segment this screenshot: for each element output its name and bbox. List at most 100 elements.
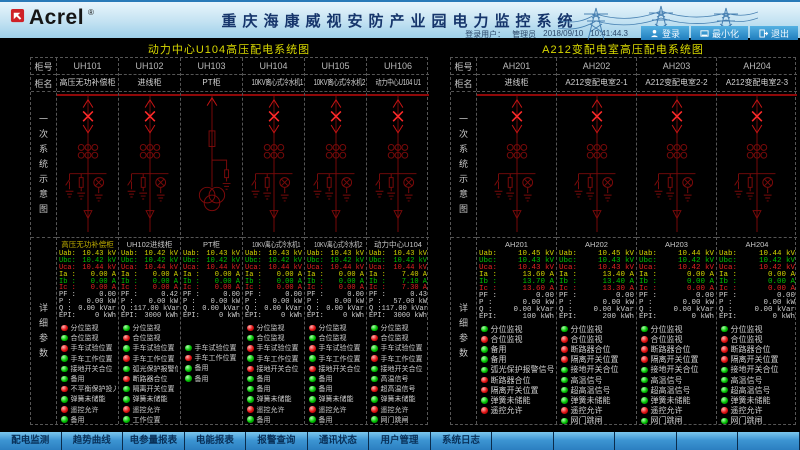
param-row: Ia : 0.00 A [245, 271, 302, 279]
nav-item [738, 432, 800, 450]
param-value: 10.43 kV [82, 250, 116, 258]
param-value: 10.43 kV [597, 257, 634, 265]
nav-item[interactable]: 通讯状态 [307, 432, 370, 450]
param-row: Ia : 0.00 A [59, 271, 116, 279]
status-item: 备用 [479, 344, 554, 354]
param-label: Uca: [639, 264, 658, 272]
param-label: Ic : [183, 284, 200, 293]
cabinet-column[interactable]: AH202 A212变配电室2-1 AH202 Uab: 10.45 kV Ub… [557, 58, 637, 424]
param-value: 10.43 kV [206, 250, 240, 258]
status-label: 备用 [70, 375, 85, 383]
nav-item[interactable]: 电能报表 [184, 432, 247, 450]
led-indicator [123, 385, 130, 393]
param-label: P : [479, 299, 493, 307]
status-label: 遥控允许 [132, 406, 161, 414]
cabinet-column[interactable]: UH103 PT柜 PT柜 Uab: 10.43 kV Ubc: 10.42 k… [181, 58, 243, 424]
param-label: EPI: [369, 312, 386, 321]
exit-button[interactable]: 退出 [749, 26, 798, 40]
param-row: Ia : 0.00 A [719, 271, 795, 279]
led-indicator [561, 386, 568, 394]
panel-title: A212变配电室高压配电系统图 [542, 44, 704, 56]
param-row: Ic : 0.00 A [121, 285, 178, 292]
param-row: Ic : 0.00 A [59, 285, 116, 292]
row-label-name: 柜名 [451, 75, 476, 92]
param-row: Ia : 0.00 A [183, 271, 240, 279]
param-label: Uab: [479, 250, 498, 258]
led-indicator [641, 356, 648, 363]
status-item: 接地开关合位 [559, 365, 634, 375]
param-label: P : [59, 298, 72, 307]
status-item: 手车试验位置 [183, 343, 240, 353]
status-label: 断路器合位 [570, 344, 611, 354]
param-label: Ic : [559, 285, 578, 293]
nav-item[interactable]: 趋势曲线 [61, 432, 124, 450]
cabinet-params: AH203 Uab: 10.44 kV Ubc: 10.42 kV Uca: 1… [637, 238, 716, 424]
param-label: P : [369, 298, 382, 307]
minimize-button[interactable]: 最小化 [690, 26, 748, 40]
status-label: 手车工作位置 [380, 355, 423, 363]
param-row: PF : 0.00 [59, 292, 116, 299]
param-value: 200 kWh [602, 313, 634, 321]
nav-label: 报警查询 [257, 435, 296, 446]
param-label: EPI: [719, 313, 738, 321]
cabinet-id: UH105 [305, 58, 366, 75]
cabinet-column[interactable]: UH106 动力中心U104 U1 动力中心U104 Uab: 10.43 kV… [367, 58, 429, 424]
cabinet-column[interactable]: UH102 进线柜 UH102进线柜 Uab: 10.42 kV Ubc: 10… [119, 58, 181, 424]
led-indicator [61, 396, 68, 403]
param-row: Ia : 7.40 A [369, 271, 427, 279]
led-indicator [641, 397, 648, 404]
cabinet-column[interactable]: UH104 10KV离心式冷水机1 10KV离心式冷水机1 Uab: 10.43… [243, 58, 305, 424]
status-item: 手车试验位置 [245, 343, 302, 353]
cabinet-column[interactable]: UH105 10KV离心式冷水机2 10KV离心式冷水机2 Uab: 10.43… [305, 58, 367, 424]
status-item: 网门跳闸 [639, 416, 714, 424]
params-list: Uab: 10.44 kV Ubc: 10.42 kV Uca: 10.42 k… [639, 250, 714, 321]
nav-item[interactable]: 电参量报表 [123, 432, 185, 450]
status-label: 手车工作位置 [194, 355, 237, 363]
param-label: Ib : [59, 277, 76, 286]
cabinet-column[interactable]: AH204 A212变配电室2-3 AH204 Uab: 10.44 kV Ub… [717, 58, 797, 424]
param-row: Ubc: 10.42 kV [59, 256, 116, 265]
cabinet-column[interactable]: AH203 A212变配电室2-2 AH203 Uab: 10.44 kV Ub… [637, 58, 717, 424]
param-row: Ubc: 10.42 kV [121, 257, 178, 265]
param-row: Ubc: 10.43 kV [479, 257, 554, 265]
status-item: 弹簧未储能 [639, 395, 714, 405]
led-indicator [481, 336, 488, 343]
cabinet-params: 10KV离心式冷水机1 Uab: 10.43 kV Ubc: 10.42 kV … [243, 238, 304, 424]
cabinet-column[interactable]: UH101 高压无功补偿柜 高压无功补偿柜 Uab: 10.43 kV Ubc:… [57, 58, 119, 424]
led-indicator [561, 325, 568, 333]
status-item: 分位监视 [559, 324, 634, 334]
led-indicator [123, 406, 130, 413]
status-item: 备用 [479, 355, 554, 365]
param-value: 10.44 kV [758, 250, 795, 258]
status-item: 备用 [59, 415, 116, 424]
nav-item[interactable]: 配电监测 [0, 432, 62, 450]
led-indicator [371, 345, 378, 352]
status-label: 分位监视 [650, 324, 683, 334]
param-value: 0.00 A [338, 277, 364, 286]
login-button[interactable]: 登录 [640, 26, 689, 40]
led-indicator [123, 416, 130, 423]
param-label: EPI: [121, 312, 138, 321]
nav-label: 通讯状态 [318, 435, 357, 446]
cabinet-column[interactable]: AH201 进线柜 AH201 Uab: 10.45 kV Ubc: 10.43… [477, 58, 557, 424]
param-value: 10.42 kV [82, 256, 116, 265]
status-item: 超高温信号 [369, 384, 427, 394]
param-label: Q : [639, 306, 653, 314]
status-item: 接地开关合位 [307, 364, 364, 374]
led-indicator [247, 324, 254, 332]
status-label: 遥控允许 [256, 406, 285, 414]
led-indicator [561, 407, 568, 414]
led-indicator [309, 345, 316, 352]
nav-item[interactable]: 系统日志 [430, 432, 493, 450]
param-row: PF : 0.00 [559, 292, 634, 300]
param-row: P : 57.00 kW [369, 299, 427, 306]
led-indicator [247, 416, 254, 423]
status-label: 弹簧未储能 [132, 396, 168, 404]
status-item: 分位监视 [245, 323, 302, 333]
status-label: 手车试验位置 [132, 345, 175, 353]
param-label: PF : [59, 291, 76, 300]
param-row: Ia : 0.00 A [307, 271, 364, 279]
status-label: 遥控允许 [380, 406, 409, 414]
nav-item[interactable]: 用户管理 [369, 432, 431, 450]
nav-item[interactable]: 报警查询 [246, 432, 308, 450]
